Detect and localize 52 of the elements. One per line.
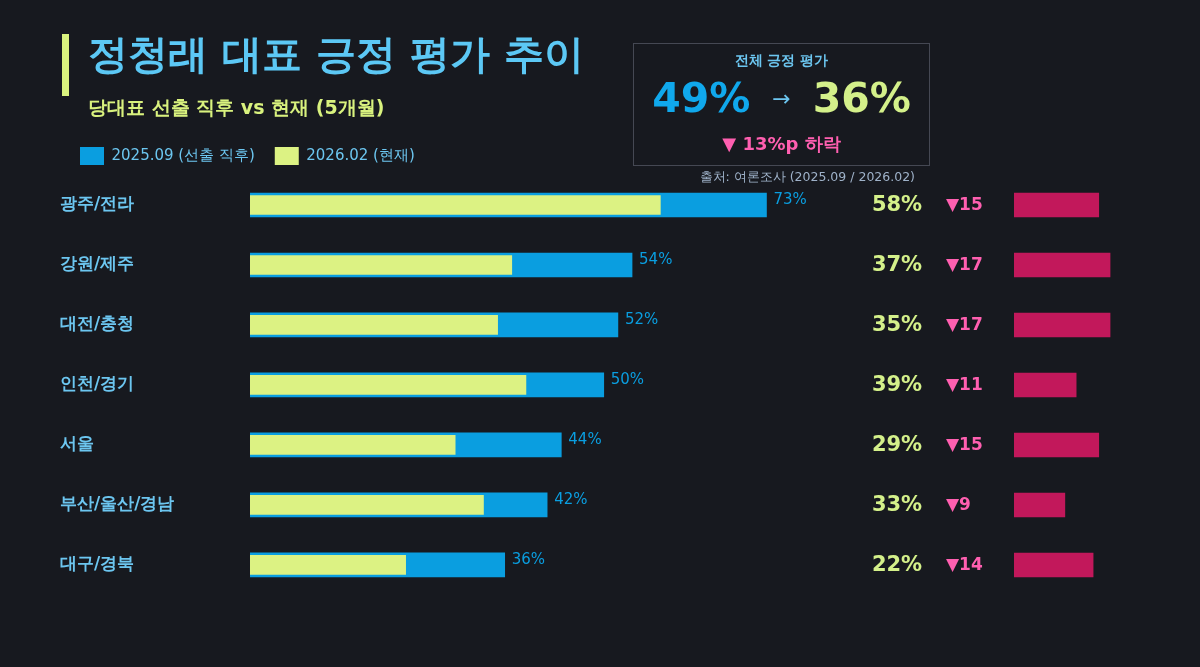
- bar: [1014, 192, 1100, 218]
- y-tick-label: 인천/경기: [60, 373, 135, 394]
- data-label: ▼11: [946, 374, 983, 395]
- data-label: 73%: [773, 189, 807, 208]
- data-label: 52%: [624, 309, 659, 328]
- bar: [250, 435, 456, 455]
- annotation: 출처: 여론조사 (2025.09 / 2026.02): [699, 169, 915, 186]
- legend-label: 2026.02 (현재): [306, 145, 415, 164]
- y-tick-label: 대전/충청: [60, 313, 135, 334]
- chart-title: 정청래 대표 긍정 평가 추이: [88, 30, 584, 78]
- data-label: 44%: [568, 429, 602, 448]
- text: 49%: [652, 74, 751, 122]
- legend-label: 2025.09 (선출 직후): [111, 145, 255, 164]
- data-label: 22%: [871, 552, 923, 577]
- chart-subtitle: 당대표 선출 직후 vs 현재 (5개월): [88, 96, 385, 119]
- y-tick-label: 부산/울산/경남: [60, 493, 175, 514]
- data-label: 29%: [871, 432, 923, 457]
- data-label: 33%: [871, 492, 923, 517]
- data-label: 36%: [511, 549, 546, 568]
- bar: [250, 375, 527, 395]
- bar: [250, 255, 513, 275]
- data-label: 50%: [610, 369, 645, 388]
- data-label: ▼14: [946, 554, 983, 575]
- bar: [250, 315, 498, 335]
- data-label: 54%: [639, 249, 673, 268]
- data-label: 35%: [871, 312, 923, 337]
- data-label: 37%: [871, 252, 923, 277]
- bar: [1014, 252, 1111, 278]
- text: 36%: [812, 74, 911, 122]
- y-tick-label: 서울: [60, 433, 94, 454]
- data-label: 58%: [871, 192, 923, 217]
- bar: [1014, 372, 1077, 398]
- y-tick-label: 광주/전라: [60, 193, 135, 214]
- bar: [1014, 492, 1066, 518]
- bar: [250, 554, 406, 575]
- bar: [250, 495, 484, 515]
- text: →: [772, 85, 791, 111]
- y-tick-label: 강원/제주: [60, 253, 135, 274]
- data-label: ▼17: [946, 254, 983, 275]
- text: ▼ 13%p 하락: [721, 132, 842, 156]
- bar: [250, 195, 661, 215]
- y-tick-label: 대구/경북: [60, 553, 135, 574]
- data-label: 42%: [554, 489, 588, 508]
- data-label: ▼15: [946, 194, 983, 215]
- data-label: ▼9: [946, 494, 971, 515]
- data-label: ▼17: [946, 314, 983, 335]
- data-label: ▼15: [946, 434, 983, 455]
- text: 전체 긍정 평가: [733, 52, 830, 70]
- data-label: 39%: [871, 372, 923, 397]
- bar: [1014, 552, 1094, 578]
- bar: [1014, 432, 1100, 458]
- bar: [1014, 312, 1111, 338]
